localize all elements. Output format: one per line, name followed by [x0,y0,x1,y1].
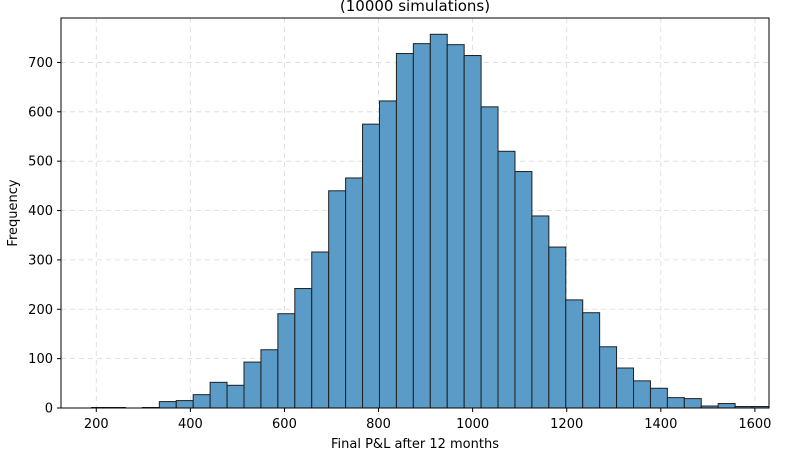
plot-frame [60,17,770,409]
x-tick-label: 400 [178,417,203,432]
histogram-bars [91,33,770,409]
y-tick-label: 0 [45,402,53,417]
histogram-bar [717,403,736,409]
y-tick-label: 500 [28,155,53,170]
y-axis-label: Frequency [6,179,21,246]
histogram-bar [158,401,177,409]
y-axis-ticks: 0 100 200 300 400 500 600 700 [28,56,61,417]
histogram-bar [616,367,635,409]
x-tick-label: 1000 [456,417,489,432]
histogram-bar [497,150,516,409]
histogram-bar [582,312,601,409]
histogram-bar [480,106,499,409]
histogram-bar [548,246,567,409]
x-tick-label: 200 [84,417,109,432]
histogram-bar [412,43,431,409]
chart-title: (10000 simulations) [340,0,490,15]
y-tick-label: 300 [28,253,53,268]
y-tick-label: 200 [28,303,53,318]
histogram-bar [226,384,245,409]
x-tick-label: 1600 [738,417,771,432]
y-tick-label: 600 [28,105,53,120]
histogram-bar [633,380,651,409]
histogram-bar [345,177,364,409]
x-axis-label: Final P&L after 12 months [331,437,499,452]
y-tick-label: 400 [28,204,53,219]
histogram-bar [599,346,618,409]
x-tick-label: 600 [272,417,297,432]
histogram-bar [209,381,228,409]
histogram-bar [446,44,465,409]
y-tick-label: 100 [28,352,53,367]
histogram-bar [429,33,448,409]
x-tick-label: 800 [366,417,391,432]
histogram-bar [294,288,313,409]
histogram-bar [463,55,482,409]
histogram-bar [192,394,211,409]
histogram-bar [260,349,279,409]
histogram-bar [175,400,194,409]
histogram-bar [666,397,685,409]
x-axis-ticks: 200 400 600 800 1000 1200 1400 1600 [84,408,771,432]
histogram-bar [378,100,397,409]
x-tick-label: 1200 [550,417,583,432]
histogram-bar [328,190,347,409]
histogram-bar [514,171,533,409]
histogram-bar [565,299,584,409]
histogram-bar [362,123,380,409]
histogram-bar [243,361,262,409]
histogram-bar [683,398,702,409]
histogram-bar [531,215,550,409]
histogram-bar [395,53,414,409]
x-tick-label: 1400 [644,417,677,432]
y-tick-label: 700 [28,56,53,71]
histogram-bar [277,313,296,409]
histogram-bar [311,251,330,409]
histogram-bar [649,387,668,409]
